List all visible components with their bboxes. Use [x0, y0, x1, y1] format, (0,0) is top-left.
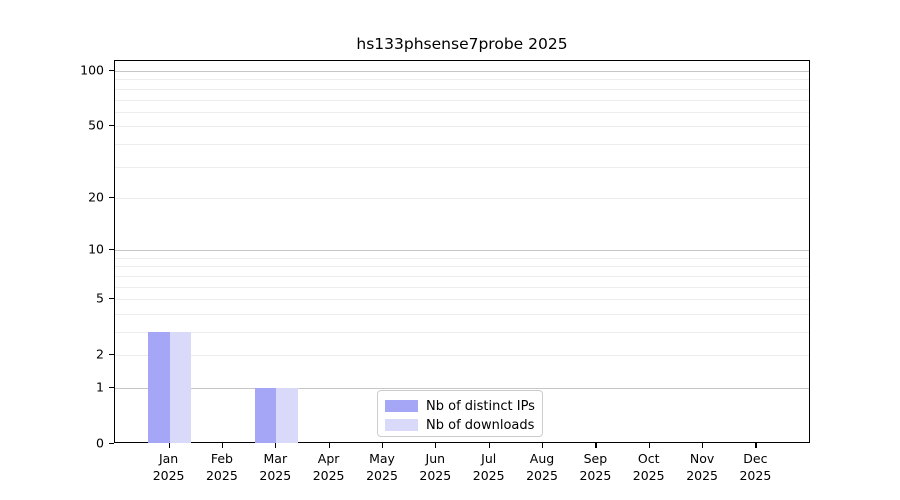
y-tick-mark: [109, 298, 114, 300]
major-gridline: [115, 388, 809, 389]
x-tick-mark: [755, 443, 757, 448]
x-tick-label: Mar 2025: [245, 451, 305, 484]
y-tick-mark: [109, 443, 114, 445]
y-tick-mark: [109, 387, 114, 389]
x-tick-label: Jun 2025: [405, 451, 465, 484]
bar-distinct-ips: [148, 332, 170, 443]
x-tick-year: 2025: [312, 467, 345, 483]
y-tick-label: 2: [96, 346, 104, 362]
x-tick-year: 2025: [579, 467, 612, 483]
x-tick-month: Jan: [158, 451, 179, 466]
x-tick-year: 2025: [259, 467, 292, 483]
y-tick-label: 20: [88, 189, 104, 205]
x-tick-year: 2025: [526, 467, 558, 483]
legend-label-distinct-ips: Nb of distinct IPs: [426, 398, 535, 414]
x-tick-month: Jun: [425, 451, 446, 466]
x-tick-mark: [435, 443, 437, 448]
major-gridline: [115, 71, 809, 72]
x-tick-mark: [542, 443, 544, 448]
x-tick-label: Apr 2025: [299, 451, 359, 484]
x-tick-mark: [221, 443, 224, 448]
y-tick-mark: [109, 196, 114, 199]
y-tick-mark: [109, 354, 114, 356]
x-tick-mark: [328, 443, 330, 448]
bar-distinct-ips: [254, 388, 277, 443]
y-tick-label: 0: [96, 435, 104, 451]
x-tick-mark: [168, 443, 170, 448]
minor-gridline: [115, 332, 809, 333]
x-tick-year: 2025: [205, 467, 238, 483]
bar-downloads: [276, 388, 298, 443]
minor-gridline: [115, 99, 809, 101]
chart-title: hs133phsense7probe 2025: [356, 35, 568, 53]
downloads-swatch: [385, 419, 418, 431]
x-tick-mark: [702, 443, 704, 448]
y-tick-mark: [109, 125, 114, 127]
x-tick-label: Jan 2025: [139, 451, 199, 484]
minor-gridline: [115, 313, 809, 315]
y-tick-label: 5: [96, 290, 104, 306]
minor-gridline: [115, 88, 809, 90]
minor-gridline: [115, 166, 809, 168]
y-tick-mark: [109, 249, 114, 251]
plot-area: [114, 60, 810, 443]
x-tick-label: Feb 2025: [192, 451, 252, 484]
legend-label-downloads: Nb of downloads: [426, 417, 535, 433]
x-tick-month: Nov: [689, 451, 715, 466]
minor-gridline: [115, 257, 809, 259]
x-tick-mark: [595, 443, 597, 448]
x-tick-year: 2025: [472, 467, 505, 483]
x-tick-year: 2025: [632, 467, 665, 483]
major-gridline: [115, 250, 809, 252]
x-tick-month: Apr: [317, 451, 340, 466]
x-tick-month: Mar: [263, 451, 288, 466]
x-tick-year: 2025: [739, 467, 772, 483]
minor-gridline: [115, 266, 809, 268]
minor-gridline: [115, 143, 809, 145]
x-tick-label: Oct 2025: [619, 451, 679, 484]
x-tick-month: Feb: [210, 451, 233, 466]
x-tick-label: Nov 2025: [672, 451, 732, 484]
x-tick-month: Jul: [481, 451, 497, 466]
x-tick-mark: [382, 443, 384, 448]
x-tick-label: Aug 2025: [512, 451, 572, 484]
x-tick-mark: [488, 443, 490, 448]
minor-gridline: [115, 126, 809, 128]
y-tick-mark: [109, 70, 114, 72]
minor-gridline: [115, 197, 809, 199]
x-tick-label: May 2025: [352, 451, 412, 484]
x-tick-month: Aug: [529, 451, 555, 466]
x-tick-year: 2025: [152, 467, 185, 483]
y-tick-label: 10: [88, 241, 104, 257]
x-tick-year: 2025: [366, 467, 398, 483]
legend: Nb of distinct IPs Nb of downloads: [377, 390, 543, 437]
minor-gridline: [115, 299, 809, 301]
minor-gridline: [115, 79, 809, 81]
x-tick-year: 2025: [686, 467, 718, 483]
minor-gridline: [115, 275, 809, 277]
distinct-ips-swatch: [385, 400, 418, 412]
x-tick-month: Sep: [583, 451, 608, 466]
legend-row: Nb of distinct IPs: [385, 397, 535, 415]
x-tick-mark: [648, 443, 650, 448]
y-tick-label: 100: [80, 62, 104, 78]
minor-gridline: [115, 111, 809, 113]
x-tick-label: Sep 2025: [565, 451, 625, 484]
y-tick-label: 1: [96, 379, 104, 395]
x-tick-label: Dec 2025: [725, 451, 785, 484]
x-tick-month: Dec: [743, 451, 768, 466]
legend-row: Nb of downloads: [385, 416, 534, 434]
x-tick-year: 2025: [419, 467, 452, 483]
x-tick-label: Jul 2025: [459, 451, 519, 484]
minor-gridline: [115, 286, 809, 288]
x-tick-month: Oct: [637, 451, 660, 466]
bar-downloads: [169, 332, 192, 443]
minor-gridline: [115, 355, 809, 357]
x-tick-month: May: [369, 451, 395, 466]
x-tick-mark: [275, 443, 277, 448]
y-tick-label: 50: [88, 117, 104, 133]
